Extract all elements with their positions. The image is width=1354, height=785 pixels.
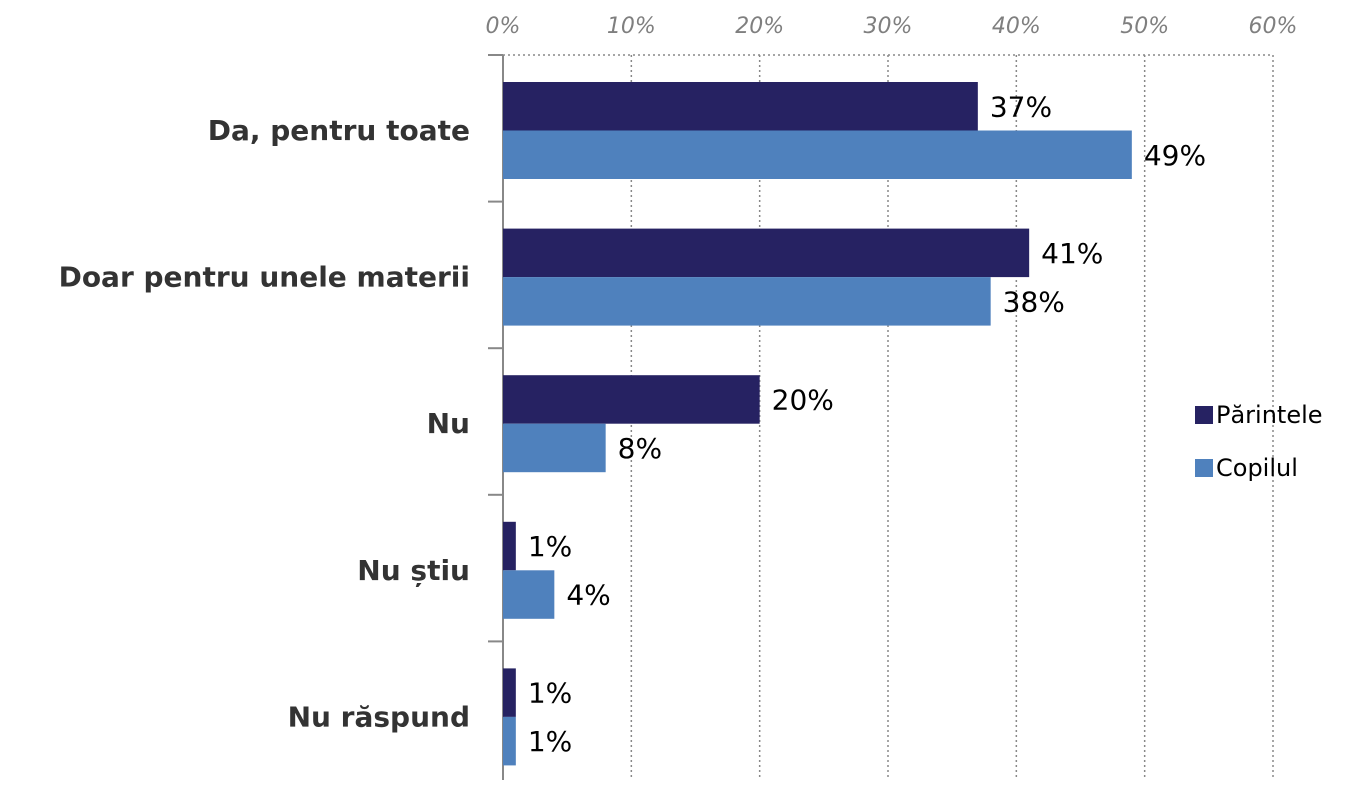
bar (503, 375, 760, 424)
bar (503, 228, 1030, 278)
x-tick-label: 10% (607, 14, 656, 39)
y-tick-label: Nu știu (357, 554, 470, 587)
x-tick-label: 50% (1120, 14, 1169, 39)
y-tick-label: Doar pentru unele materii (59, 261, 470, 294)
value-label: 1% (528, 725, 572, 758)
y-tick-label: Nu răspund (288, 700, 470, 733)
value-label: 1% (528, 530, 572, 563)
legend-swatch (1195, 459, 1213, 477)
legend-label: Părintele (1216, 401, 1323, 429)
bar (503, 668, 516, 717)
value-label: 41% (1041, 237, 1103, 270)
value-label: 1% (528, 677, 572, 710)
value-label: 37% (990, 90, 1052, 123)
bar (503, 130, 1132, 179)
y-tick-label: Nu (427, 407, 470, 440)
x-tick-label: 60% (1249, 14, 1298, 39)
value-label: 20% (772, 383, 834, 416)
bar (503, 82, 978, 131)
legend-label: Copilul (1216, 454, 1298, 482)
value-label: 38% (1003, 285, 1065, 318)
value-label: 4% (566, 579, 610, 612)
x-tick-label: 20% (735, 14, 784, 39)
value-label: 8% (618, 432, 662, 465)
bar (503, 570, 555, 619)
legend-swatch (1195, 406, 1213, 424)
bar (503, 423, 606, 473)
x-tick-label: 0% (486, 14, 521, 39)
y-tick-label: Da, pentru toate (208, 114, 470, 147)
value-label: 49% (1144, 139, 1206, 172)
x-tick-label: 30% (864, 14, 913, 39)
bar (503, 277, 991, 326)
x-tick-label: 40% (992, 14, 1041, 39)
bar (503, 716, 516, 766)
bar (503, 521, 516, 571)
